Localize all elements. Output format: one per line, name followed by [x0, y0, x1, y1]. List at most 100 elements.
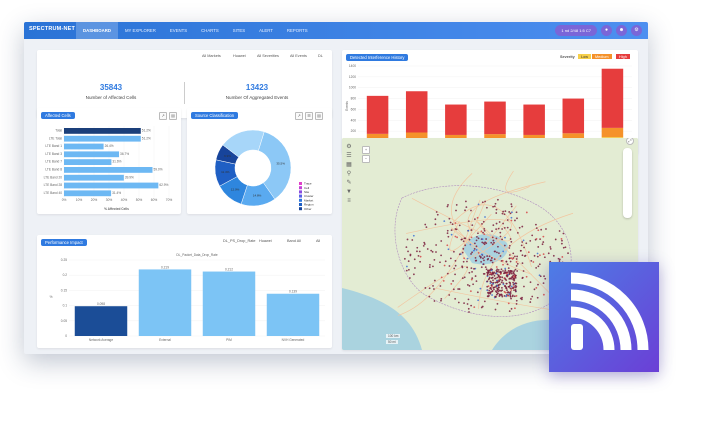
date-range-pill[interactable]: 1 nd 2/48 1:5 C7	[555, 25, 597, 36]
filter-vendor[interactable]: Huawei	[259, 239, 272, 243]
user-icon[interactable]: ☻	[616, 25, 627, 36]
event-point	[464, 244, 467, 247]
event-point	[514, 219, 516, 222]
layers-icon[interactable]: ☰	[346, 153, 352, 159]
bar	[64, 128, 141, 134]
nav-reports[interactable]: REPORTS	[286, 28, 308, 33]
zoom-in-button[interactable]: +	[362, 146, 370, 154]
map-canvas[interactable]	[342, 138, 638, 350]
event-point	[440, 240, 443, 242]
event-point	[454, 228, 457, 230]
nav-charts[interactable]: CHARTS	[201, 28, 219, 33]
filter-direction[interactable]: DL	[318, 54, 323, 58]
event-point	[436, 213, 439, 216]
print-icon[interactable]: ▤	[169, 112, 177, 120]
y-tick-label: 1200	[349, 75, 356, 79]
stacked-bar-segment	[601, 127, 624, 138]
nav-events[interactable]: EVENTS	[169, 28, 188, 33]
event-point	[433, 258, 436, 261]
filter-market[interactable]: All Markets	[202, 54, 221, 58]
stacked-bar-segment	[562, 98, 585, 134]
event-point	[495, 272, 498, 275]
settings-icon[interactable]: ⚙	[631, 25, 642, 36]
event-point	[537, 246, 540, 248]
event-point	[418, 250, 421, 253]
settings-icon[interactable]: ⚙	[346, 144, 352, 150]
pencil-icon[interactable]: ✎	[346, 180, 352, 186]
event-point	[490, 284, 493, 286]
filter-kpi[interactable]: DL_PS_Drop_Rate	[223, 239, 256, 243]
severity-low[interactable]: Low	[578, 54, 591, 59]
event-point	[562, 232, 565, 235]
event-point	[506, 274, 509, 277]
event-point	[492, 279, 494, 282]
event-point	[488, 273, 491, 276]
menu-icon[interactable]: ☰	[305, 112, 313, 120]
event-point	[490, 277, 493, 280]
event-point	[411, 239, 414, 241]
nav-my-explorer[interactable]: MY EXPLORER	[124, 28, 156, 33]
event-point	[514, 286, 517, 289]
list-icon[interactable]: ≡	[347, 198, 351, 204]
event-point	[509, 290, 512, 293]
event-point	[529, 239, 532, 242]
source-classification-panel: Source Classification ↗ ☰ ▤ 35.5% 14.8% 12…	[187, 108, 332, 214]
zoom-out-button[interactable]: −	[362, 155, 370, 163]
bell-icon[interactable]: ●	[601, 25, 612, 36]
top-navbar: SPECTRUM-NET DASHBOARD MY EXPLORER EVENT…	[24, 22, 648, 39]
event-point	[505, 271, 508, 274]
legend-label: Trace	[304, 182, 312, 186]
stacked-bar-segment	[405, 91, 428, 133]
event-point	[468, 284, 471, 287]
severity-medium[interactable]: Medium	[592, 54, 612, 59]
event-point	[514, 276, 517, 279]
filter-severity[interactable]: All Severities	[257, 54, 279, 58]
event-point	[449, 257, 452, 260]
value-label: 0.139	[289, 290, 297, 294]
stacked-bar-segment	[366, 133, 389, 140]
severity-high[interactable]: High	[616, 54, 630, 59]
event-point	[521, 241, 524, 243]
expand-icon[interactable]: ↗	[159, 112, 167, 120]
event-point	[433, 300, 436, 302]
event-point	[493, 205, 496, 208]
category-label: LTE Total	[49, 136, 62, 140]
bar	[64, 151, 120, 158]
event-point	[433, 279, 436, 282]
event-point	[412, 273, 415, 276]
y-tick-label: 1400	[349, 64, 356, 68]
expand-icon[interactable]: ↗	[295, 112, 303, 120]
event-point	[481, 305, 484, 308]
event-point	[491, 230, 493, 233]
event-point	[501, 212, 504, 215]
event-point	[450, 229, 453, 232]
search-icon[interactable]: ⚲	[346, 171, 352, 177]
event-point	[494, 308, 497, 311]
x-tick-label: NVH Generated	[282, 338, 305, 342]
event-point	[505, 260, 508, 263]
event-point	[480, 230, 483, 233]
event-point	[507, 269, 510, 272]
filter-icon[interactable]: ▼	[346, 189, 352, 195]
filter-band[interactable]: Band All	[287, 239, 301, 243]
map-sea	[342, 288, 422, 350]
event-point	[498, 271, 501, 273]
filter-vendor[interactable]: Huawei	[233, 54, 246, 58]
event-point	[491, 294, 493, 296]
event-point	[488, 291, 491, 294]
map-icon[interactable]: ▦	[346, 162, 352, 168]
filter-events[interactable]: All Events	[290, 54, 307, 58]
affected-cells-label: Number of Affected Cells	[85, 95, 137, 100]
event-point	[466, 284, 469, 286]
nav-dashboard[interactable]: DASHBOARD	[76, 22, 118, 39]
event-point	[521, 225, 524, 228]
nav-alert[interactable]: ALERT	[259, 28, 273, 33]
event-point	[529, 301, 532, 303]
x-tick-label: Network Average	[89, 338, 113, 342]
nav-sites[interactable]: SITES	[232, 28, 246, 33]
fullscreen-icon[interactable]: ⤢	[626, 138, 634, 145]
event-point	[542, 282, 545, 285]
event-point	[471, 224, 474, 227]
filter-all[interactable]: All	[316, 239, 321, 243]
print-icon[interactable]: ▤	[315, 112, 323, 120]
